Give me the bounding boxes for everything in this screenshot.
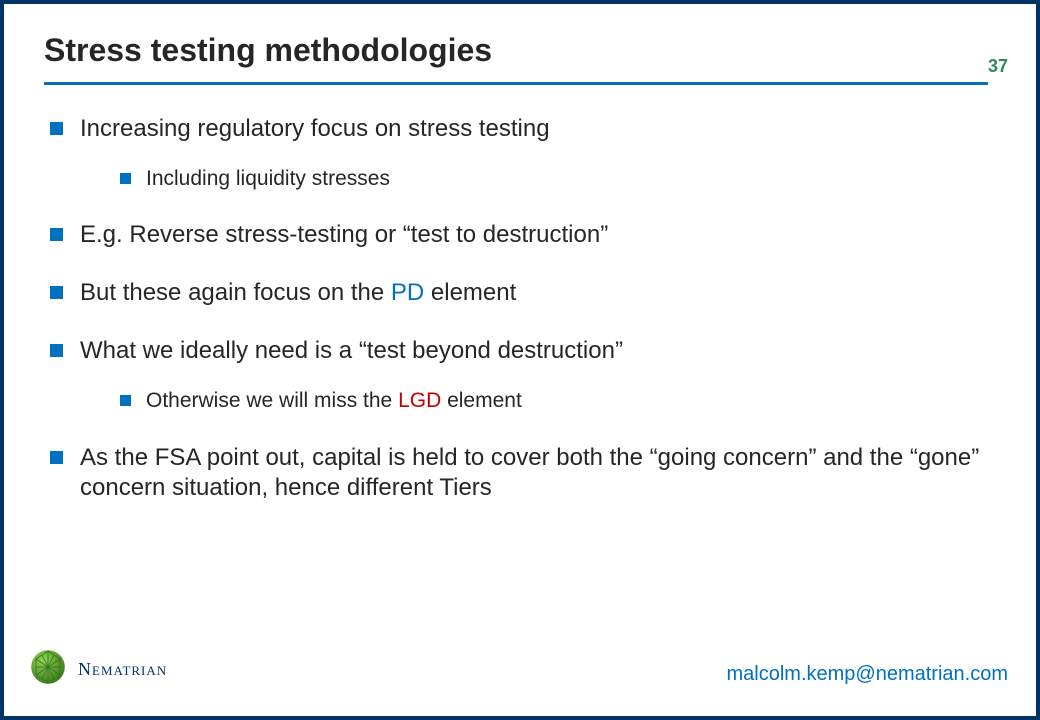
slide-title: Stress testing methodologies [44, 32, 996, 69]
bullet-text: E.g. Reverse stress-testing or “test to … [80, 221, 608, 248]
bullet-item: E.g. Reverse stress-testing or “test to … [44, 220, 996, 250]
bullet-text: Including liquidity stresses [146, 167, 390, 190]
bullet-text: Otherwise we will miss the [146, 389, 398, 412]
bullet-text: element [441, 389, 522, 412]
bullet-text: What we ideally need is a “test beyond d… [80, 337, 623, 364]
header-rule [44, 82, 988, 85]
slide-footer: Nematrian malcolm.kemp@nematrian.com [4, 644, 1036, 700]
sub-bullet-item: Including liquidity stresses [116, 166, 996, 192]
geodesic-sphere-icon [28, 647, 68, 692]
bullet-text: element [424, 279, 516, 306]
slide-frame: Stress testing methodologies 37 Increasi… [0, 0, 1040, 720]
bullet-item: But these again focus on the PD element [44, 278, 996, 308]
brand-name: Nematrian [78, 659, 167, 680]
bullet-item: As the FSA point out, capital is held to… [44, 443, 996, 503]
highlight-text: PD [391, 279, 424, 306]
contact-email: malcolm.kemp@nematrian.com [727, 663, 1009, 686]
bullet-list: Increasing regulatory focus on stress te… [44, 114, 996, 503]
sub-bullet-list: Including liquidity stresses [116, 166, 996, 192]
bullet-text: Increasing regulatory focus on stress te… [80, 115, 550, 142]
brand: Nematrian [28, 647, 167, 692]
slide-header: Stress testing methodologies 37 [4, 4, 1036, 69]
sub-bullet-list: Otherwise we will miss the LGD element [116, 388, 996, 414]
bullet-item: What we ideally need is a “test beyond d… [44, 336, 996, 414]
bullet-text: As the FSA point out, capital is held to… [80, 444, 979, 501]
highlight-text: LGD [398, 389, 441, 412]
bullet-text: But these again focus on the [80, 279, 391, 306]
bullet-item: Increasing regulatory focus on stress te… [44, 114, 996, 192]
sub-bullet-item: Otherwise we will miss the LGD element [116, 388, 996, 414]
slide-content: Increasing regulatory focus on stress te… [44, 114, 996, 626]
page-number: 37 [988, 56, 1008, 77]
